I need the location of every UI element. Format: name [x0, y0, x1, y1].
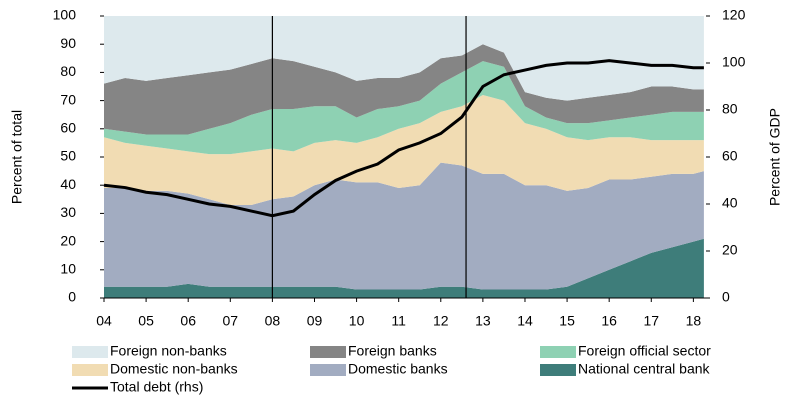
- legend-swatch: [540, 346, 576, 358]
- y2-tick-label: 40: [722, 195, 738, 211]
- y2-tick-label: 120: [722, 7, 746, 23]
- y-tick-label: 100: [53, 7, 77, 23]
- y-tick-label: 50: [60, 148, 76, 164]
- y2-tick-label: 80: [722, 101, 738, 117]
- x-tick-label: 15: [559, 313, 575, 329]
- legend-label: Foreign banks: [348, 343, 437, 359]
- y-axis-label: Percent of total: [9, 110, 25, 204]
- x-tick-label: 11: [391, 313, 406, 329]
- legend-label: Foreign non-banks: [110, 343, 227, 359]
- y-tick-label: 10: [60, 261, 76, 277]
- area: [104, 238, 704, 298]
- y-tick-label: 30: [60, 204, 76, 220]
- legend-swatch: [72, 364, 108, 376]
- y2-tick-label: 60: [722, 148, 738, 164]
- legend-label: National central bank: [578, 361, 711, 377]
- y-tick-label: 20: [60, 232, 76, 248]
- line: [103, 59, 704, 218]
- y-tick-label: 70: [60, 91, 76, 107]
- area: [104, 162, 704, 290]
- legend-label: Domestic banks: [348, 361, 448, 377]
- y-tick-label: 0: [68, 289, 76, 305]
- y-tick-label: 60: [60, 120, 76, 136]
- x-tick-label: 17: [643, 313, 659, 329]
- y2-tick-label: 0: [722, 289, 730, 305]
- legend-swatch: [310, 346, 346, 358]
- x-tick-label: 05: [138, 313, 154, 329]
- x-tick-label: 07: [223, 313, 239, 329]
- y-tick-label: 90: [60, 35, 76, 51]
- x-tick-label: 14: [517, 313, 533, 329]
- legend-label: Total debt (rhs): [110, 379, 203, 395]
- x-tick-label: 08: [265, 313, 281, 329]
- area: [104, 61, 704, 155]
- legend-label: Domestic non-banks: [110, 361, 238, 377]
- y2-tick-label: 100: [722, 54, 746, 70]
- x-tick-label: 12: [433, 313, 449, 329]
- x-tick-label: 10: [349, 313, 365, 329]
- legend-swatch: [72, 346, 108, 358]
- x-tick-label: 13: [475, 313, 491, 329]
- legend-swatch: [310, 364, 346, 376]
- x-tick-label: 09: [307, 313, 323, 329]
- x-tick-label: 18: [686, 313, 702, 329]
- area: [104, 44, 704, 135]
- x-tick-label: 04: [96, 313, 112, 329]
- legend-swatch: [540, 364, 576, 376]
- y-tick-label: 80: [60, 63, 76, 79]
- y2-tick-label: 20: [722, 242, 738, 258]
- legend-label: Foreign official sector: [578, 343, 711, 359]
- area: [104, 16, 704, 101]
- y-tick-label: 40: [60, 176, 76, 192]
- x-tick-label: 06: [180, 313, 196, 329]
- x-tick-label: 16: [601, 313, 617, 329]
- area: [104, 94, 704, 205]
- y2-axis-label: Percent of GDP: [767, 108, 783, 206]
